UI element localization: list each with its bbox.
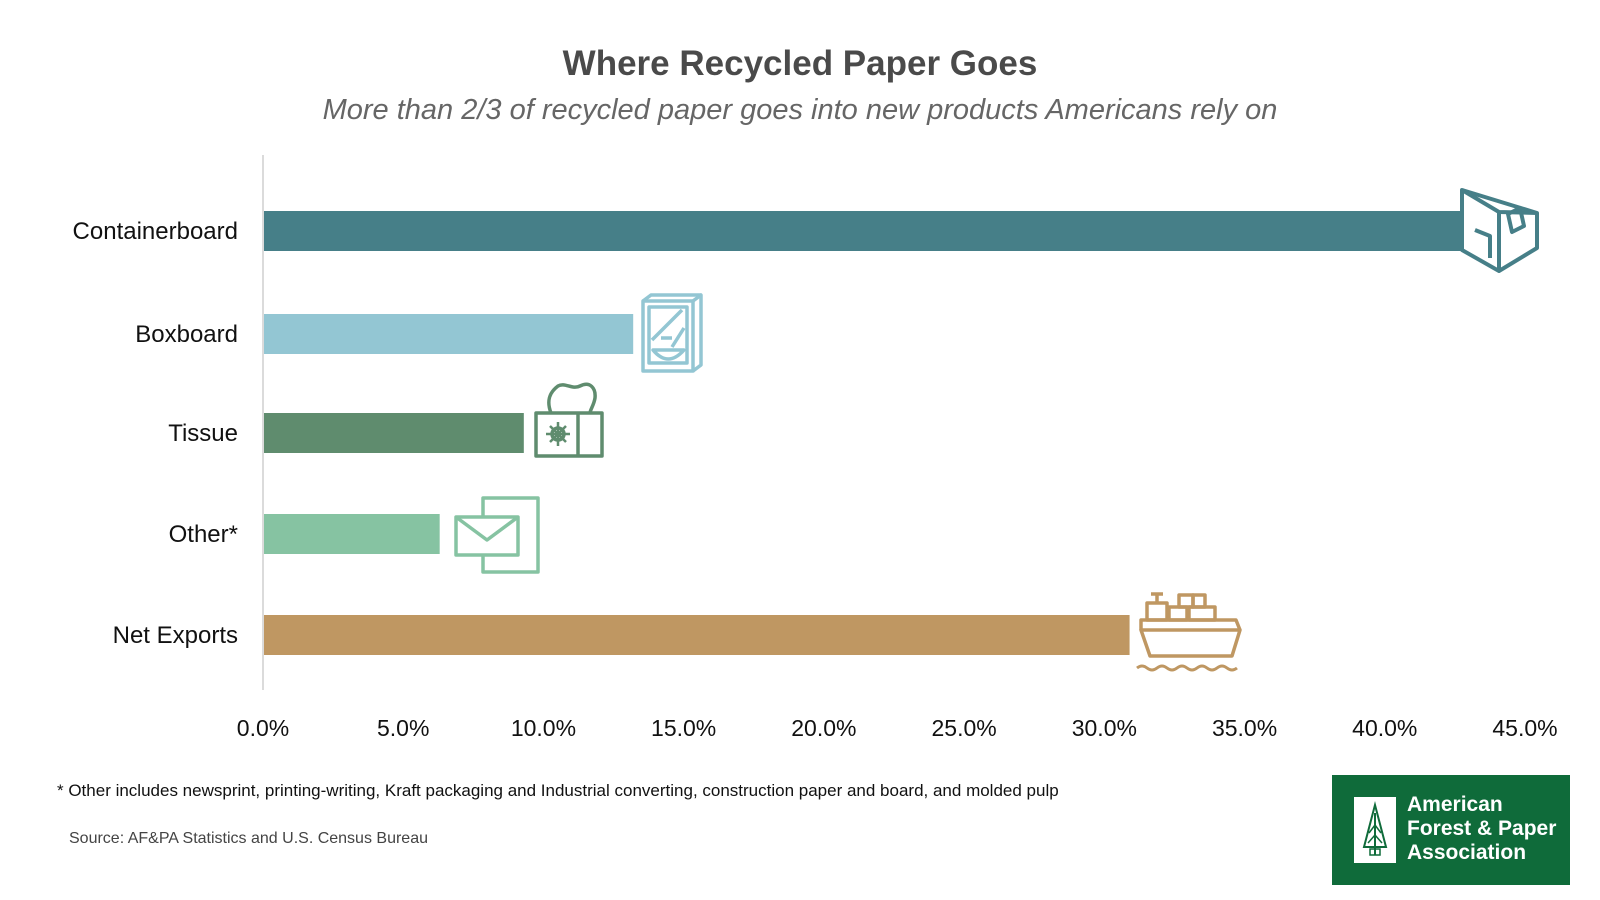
bars-layer bbox=[264, 211, 1461, 655]
bar-chart: Containerboard Boxboard Tissue Other* Net Ex… bbox=[73, 155, 1558, 741]
x-tick-label: 20.0% bbox=[791, 715, 856, 741]
bar-boxboard bbox=[264, 314, 634, 354]
x-tick-label: 25.0% bbox=[932, 715, 997, 741]
tree-icon bbox=[1354, 797, 1396, 863]
source-note: Source: AF&PA Statistics and U.S. Census… bbox=[69, 830, 428, 847]
x-tick-label: 35.0% bbox=[1212, 715, 1277, 741]
bar-icons bbox=[454, 188, 1539, 672]
afpa-logo: American Forest & Paper Association bbox=[1332, 775, 1570, 885]
x-tick-label: 0.0% bbox=[237, 715, 289, 741]
x-tick-label: 10.0% bbox=[511, 715, 576, 741]
category-label: Other* bbox=[169, 521, 238, 548]
x-tick-label: 40.0% bbox=[1352, 715, 1417, 741]
bar-containerboard bbox=[264, 211, 1461, 251]
logo-line-1: American bbox=[1407, 793, 1503, 816]
chart-subtitle: More than 2/3 of recycled paper goes int… bbox=[322, 94, 1278, 126]
category-label: Tissue bbox=[168, 420, 238, 447]
x-axis-tick-labels: 0.0% 5.0% 10.0% 15.0% 20.0% 25.0% 30.0% 35.0% 40… bbox=[237, 715, 1558, 741]
chart-title: Where Recycled Paper Goes bbox=[562, 44, 1038, 83]
x-tick-label: 30.0% bbox=[1072, 715, 1137, 741]
x-tick-label: 15.0% bbox=[651, 715, 716, 741]
cereal-box-icon bbox=[641, 293, 703, 373]
logo-line-3: Association bbox=[1407, 841, 1527, 864]
category-label: Boxboard bbox=[135, 321, 238, 348]
box-icon bbox=[1460, 188, 1539, 273]
bar-tissue bbox=[264, 413, 524, 453]
logo-text: American Forest & Paper Association bbox=[1407, 793, 1556, 865]
tissue-box-icon bbox=[534, 382, 604, 458]
bar-net-exports bbox=[264, 615, 1130, 655]
bar-other bbox=[264, 514, 440, 554]
footnote: * Other includes newsprint, printing-wri… bbox=[57, 781, 1059, 800]
envelope-icon bbox=[454, 496, 540, 574]
logo-line-2: Forest & Paper bbox=[1407, 817, 1557, 840]
x-tick-label: 5.0% bbox=[377, 715, 429, 741]
x-tick-label: 45.0% bbox=[1492, 715, 1557, 741]
category-label: Containerboard bbox=[73, 218, 238, 245]
cargo-ship-icon bbox=[1136, 592, 1242, 672]
category-label: Net Exports bbox=[113, 622, 238, 649]
category-labels: Containerboard Boxboard Tissue Other* Net Ex… bbox=[73, 218, 238, 649]
